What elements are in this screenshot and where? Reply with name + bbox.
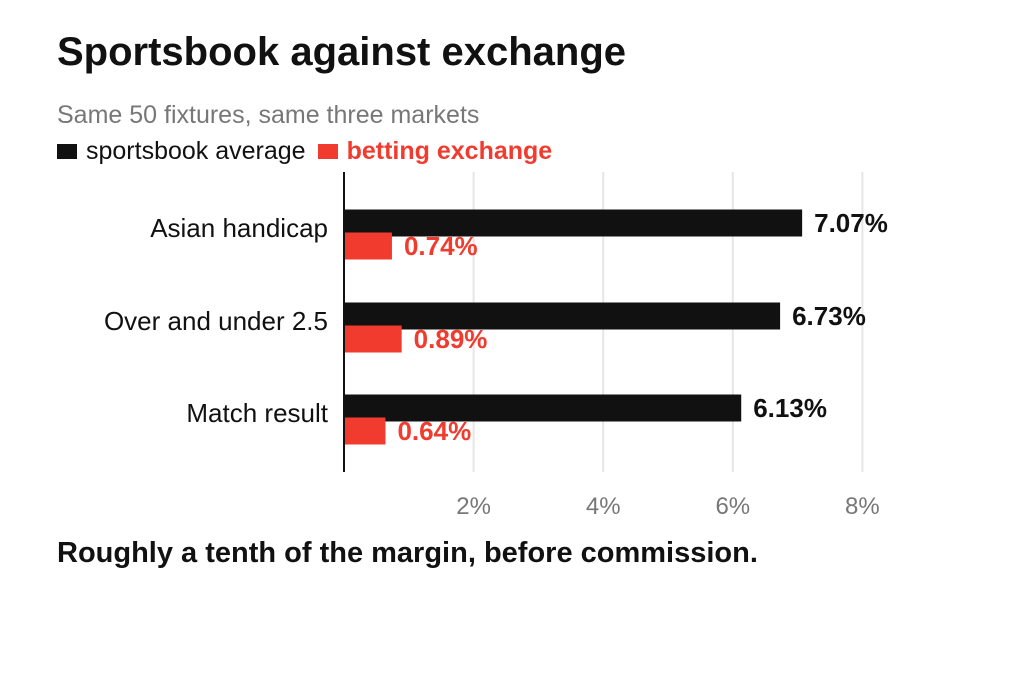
legend-label-sportsbook: sportsbook average	[86, 136, 306, 165]
legend-swatch-sportsbook	[57, 143, 77, 159]
legend-item-exchange: betting exchange	[317, 136, 553, 166]
bar-sportsbook	[344, 394, 742, 422]
legend-swatch-exchange	[317, 143, 338, 159]
data-labels: 7.07% 0.74% 6.73% 0.89% 6.13% 0.64%	[397, 208, 887, 446]
bar-sportsbook	[344, 302, 781, 330]
chart-subtitle: Same 50 fixtures, same three markets	[57, 101, 480, 129]
data-label-exchange: 0.74%	[404, 231, 478, 261]
chart-note: Roughly a tenth of the margin, before co…	[57, 537, 758, 569]
data-label-sportsbook: 6.73%	[792, 301, 866, 331]
data-label-exchange: 0.64%	[397, 416, 471, 446]
data-label-sportsbook: 7.07%	[814, 208, 888, 238]
x-tick-label: 6%	[715, 493, 750, 520]
x-tick-labels: 2% 4% 6% 8%	[456, 493, 879, 520]
category-label: Asian handicap	[150, 213, 328, 243]
data-label-sportsbook: 6.13%	[753, 393, 827, 423]
bar-exchange	[344, 417, 386, 445]
legend-label-exchange: betting exchange	[346, 136, 553, 165]
x-tick-label: 8%	[845, 493, 880, 520]
x-tick-label: 4%	[586, 493, 621, 520]
x-tick-label: 2%	[456, 493, 491, 520]
category-label: Over and under 2.5	[104, 306, 328, 336]
bar-exchange	[344, 232, 392, 260]
bar-sportsbook	[344, 209, 803, 237]
bar-exchange	[344, 325, 402, 353]
category-labels: Asian handicap Over and under 2.5 Match re…	[104, 213, 329, 428]
category-label: Match result	[186, 398, 328, 428]
legend: sportsbook average betting exchange	[57, 136, 564, 166]
bars	[344, 209, 803, 445]
legend-item-sportsbook: sportsbook average	[57, 137, 306, 166]
chart-title: Sportsbook against exchange	[57, 30, 627, 74]
data-label-exchange: 0.89%	[414, 324, 488, 354]
